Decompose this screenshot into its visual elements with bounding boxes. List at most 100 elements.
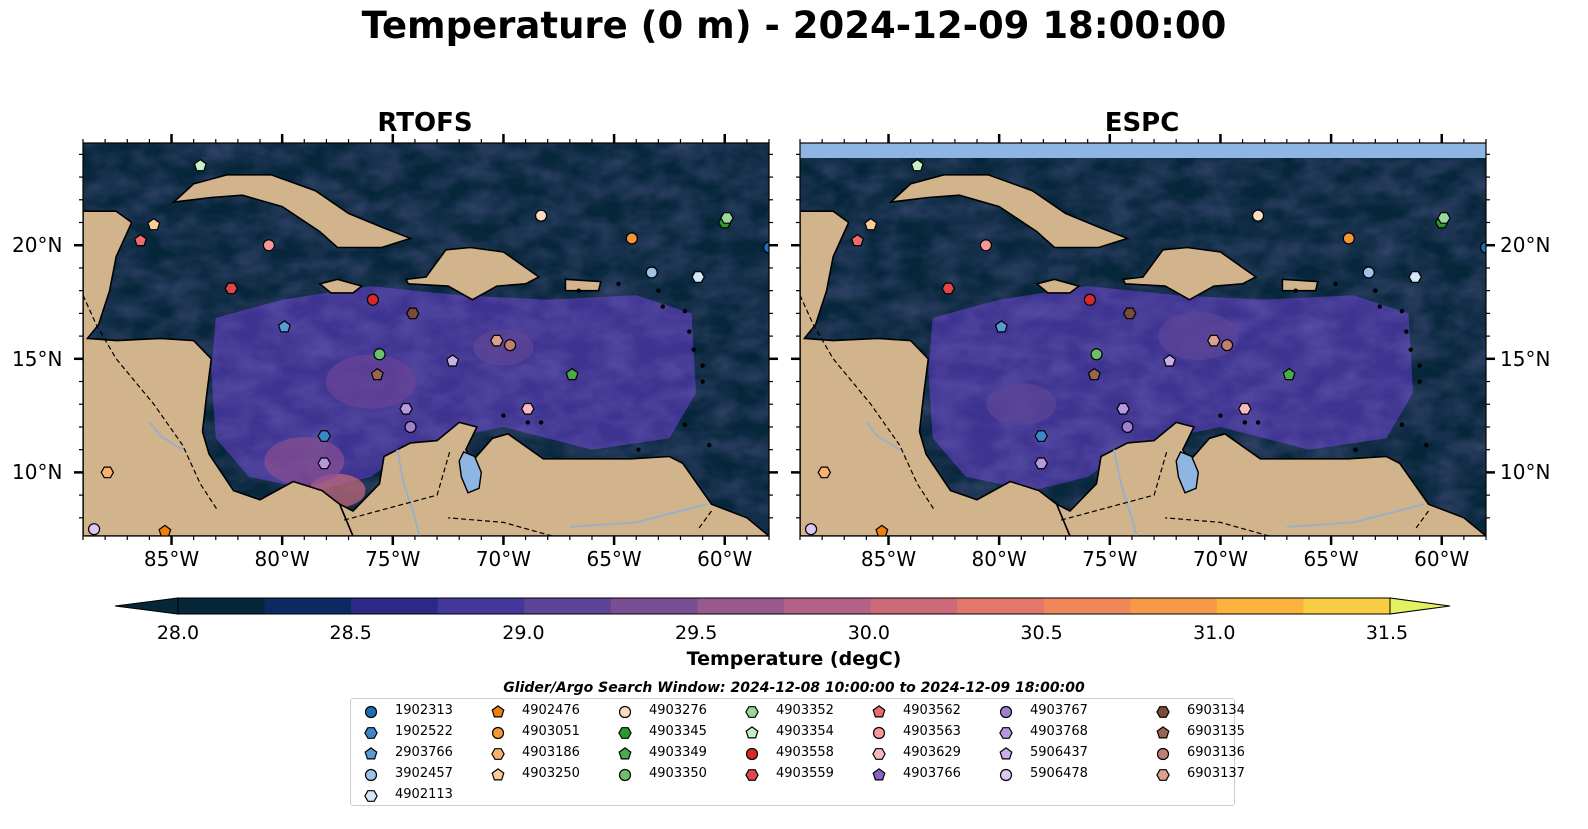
float-marker-4903350 — [373, 348, 386, 361]
small-island — [700, 363, 705, 368]
pentagon-marker-icon — [491, 768, 505, 781]
float-marker-6903136 — [503, 339, 517, 352]
legend-item-label: 4903354 — [776, 724, 834, 739]
country-border — [343, 449, 451, 521]
small-island — [660, 304, 665, 309]
map-panels — [74, 134, 1495, 545]
small-island — [1399, 422, 1405, 427]
float-marker-4903354 — [910, 158, 924, 172]
colorbar-extend-high — [1389, 597, 1451, 615]
small-island — [707, 442, 712, 448]
float-marker-4903767 — [404, 420, 417, 434]
float-marker-5906478 — [87, 523, 101, 536]
legend-item-label: 6903137 — [1187, 766, 1245, 781]
lon-label: 65°W — [1303, 547, 1359, 571]
float-marker-4903768 — [317, 457, 331, 470]
float-marker-4903250 — [864, 217, 878, 231]
warm-patch — [473, 329, 534, 366]
legend-item-label: 5906437 — [1030, 745, 1088, 760]
map-rtofs — [74, 134, 778, 545]
float-marker-1902313 — [1479, 241, 1486, 254]
colorbar-segment — [178, 598, 266, 614]
river — [148, 421, 184, 451]
circle-marker-icon — [364, 705, 378, 719]
land — [1121, 246, 1258, 301]
colorbar-tick-label: 28.5 — [329, 622, 372, 644]
hexagon-marker-icon — [491, 748, 505, 760]
lon-label: 80°W — [254, 547, 310, 571]
lat-label: 20°N — [1500, 233, 1551, 258]
legend: 1902313 1902522 2903766 3902457 4902113 49024… — [350, 698, 1245, 806]
country-border — [1165, 517, 1270, 536]
float-marker-6903137 — [490, 334, 504, 347]
lon-label: 85°W — [143, 547, 200, 571]
land — [564, 278, 602, 292]
float-marker-1902522 — [317, 430, 331, 442]
warm-patch — [264, 437, 345, 486]
float-marker-4903276 — [1251, 209, 1265, 222]
circle-marker-icon — [872, 726, 886, 740]
pentagon-marker-icon — [872, 768, 886, 781]
legend-item-label: 4903349 — [649, 745, 707, 760]
lon-label: 75°W — [365, 547, 421, 571]
country-border — [697, 510, 712, 530]
float-marker-4903186 — [100, 466, 115, 479]
float-marker-5906437 — [1163, 354, 1177, 367]
float-marker-4903562 — [133, 233, 148, 247]
float-marker-4903352 — [720, 212, 734, 224]
legend-marker — [364, 768, 378, 782]
legend-marker — [491, 705, 505, 718]
legend-marker — [745, 726, 759, 739]
lon-label: 70°W — [475, 547, 532, 571]
lat-label: 20°N — [12, 233, 63, 258]
land — [888, 174, 1130, 249]
legend-marker — [364, 747, 378, 760]
small-island — [576, 288, 581, 293]
legend-item-label: 1902313 — [395, 703, 453, 718]
small-island — [1417, 363, 1422, 368]
legend-marker — [618, 768, 632, 782]
small-island — [1242, 420, 1247, 425]
legend-item-label: 4903767 — [1030, 703, 1088, 718]
float-marker-4902113 — [691, 271, 705, 283]
small-island — [1353, 447, 1358, 452]
land — [171, 174, 413, 249]
float-marker-4902476 — [875, 524, 889, 536]
float-marker-6903136 — [1220, 339, 1234, 352]
colorbar-frame — [177, 597, 1391, 615]
float-marker-4903629 — [1238, 402, 1252, 415]
legend-item-label: 4903768 — [1030, 724, 1088, 739]
legend-marker — [745, 706, 759, 718]
hexagon-marker-icon — [1156, 769, 1170, 781]
lat-label: 15°N — [12, 346, 63, 371]
river — [1113, 449, 1138, 536]
hexagon-marker-icon — [364, 790, 378, 802]
small-island — [682, 308, 688, 314]
river — [569, 503, 708, 528]
float-marker-4903558 — [1083, 293, 1096, 306]
small-island — [687, 329, 692, 334]
land — [83, 210, 354, 536]
float-marker-4903354 — [193, 158, 207, 172]
legend-marker — [618, 727, 632, 739]
legend-item-label: 1902522 — [395, 724, 453, 739]
country-border — [1060, 449, 1168, 521]
float-marker-4902113 — [1408, 271, 1422, 283]
float-marker-6903135 — [370, 367, 384, 381]
no-data-strip — [800, 143, 1486, 158]
colorbar-segment — [784, 598, 872, 614]
pentagon-marker-icon — [618, 747, 632, 760]
legend-marker — [364, 705, 378, 719]
circle-marker-icon — [745, 747, 759, 761]
legend-marker — [872, 768, 886, 781]
map-frame — [82, 142, 770, 537]
lon-label: 75°W — [1082, 547, 1138, 571]
circle-marker-icon — [618, 768, 632, 782]
small-island — [1373, 288, 1378, 293]
float-marker-6903135 — [1087, 367, 1101, 381]
lon-label: 65°W — [586, 547, 642, 571]
small-island — [700, 379, 705, 384]
legend-item-label: 6903135 — [1187, 724, 1245, 739]
small-island — [1333, 281, 1338, 287]
legend-item-label: 3902457 — [395, 766, 453, 781]
